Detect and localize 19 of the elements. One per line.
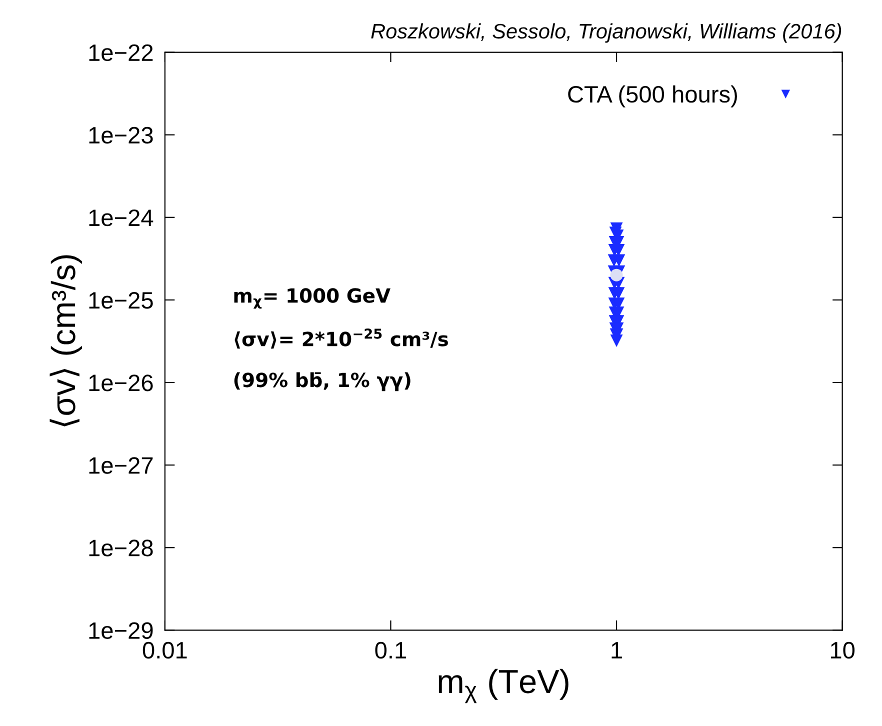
y-tick-label: 1e−23 [89, 126, 153, 144]
x-tick-label: 10 [830, 642, 855, 659]
y-tick-label: 1e−25 [89, 292, 153, 309]
x-tick-label: 1 [612, 642, 622, 658]
y-tick-label: 1e−29 [89, 622, 153, 639]
y-tick-label: 1e−26 [89, 374, 153, 392]
y-axis-title: ⟨σv⟩ (cm³/s) [50, 255, 82, 426]
legend-label: CTA (500 hours) [568, 85, 737, 108]
y-tick-label: 1e−27 [89, 457, 153, 474]
y-tick-label: 1e−24 [89, 209, 154, 226]
x-tick-label: 0.01 [142, 642, 187, 659]
annotation: (99% bb̄, 1% γγ) [234, 372, 410, 392]
chart-title: Roszkowski, Sessolo, Trojanowski, Williams (2016) [371, 23, 842, 43]
y-tick-label: 1e−22 [89, 44, 153, 62]
x-axis-title: m$_{χ}$ (TeV) [438, 668, 568, 704]
x-tick-label: 0.1 [375, 642, 406, 659]
y-tick-label: 1e−28 [89, 540, 153, 556]
annotation: m$_{χ}$= 1000 GeV [234, 288, 390, 309]
annotation: ⟨σv⟩= 2*10$^{−25}$ cm³/s [234, 328, 448, 349]
